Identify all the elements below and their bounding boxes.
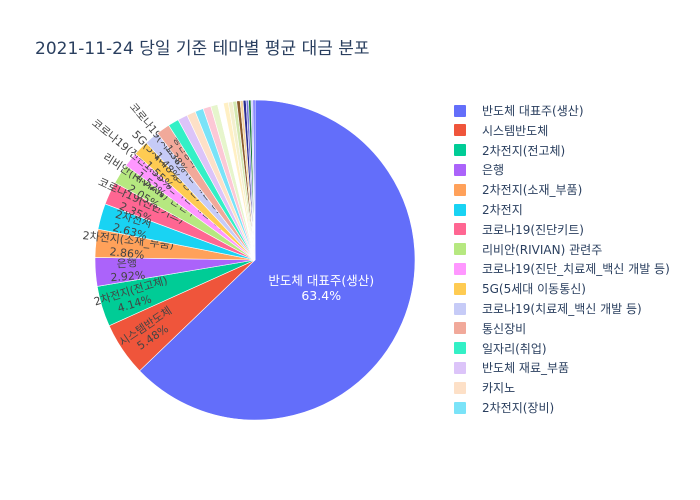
legend-swatch: [454, 381, 466, 394]
legend-item[interactable]: 반도체 장비: [448, 417, 541, 418]
legend-item[interactable]: 2차전지(장비): [448, 397, 554, 418]
legend-item[interactable]: 코로나19(진단_치료제_백신 개발 등): [448, 258, 670, 279]
legend-item[interactable]: 시스템반도체: [448, 120, 548, 141]
legend-swatch: [454, 183, 466, 196]
legend-label: 은행: [482, 163, 505, 178]
legend-item[interactable]: 코로나19(치료제_백신 개발 등): [448, 298, 642, 319]
legend-swatch: [454, 144, 466, 157]
legend-label: 리비안(RIVIAN) 관련주: [482, 242, 603, 257]
legend-label: 시스템반도체: [482, 123, 549, 138]
legend-swatch: [454, 361, 466, 374]
legend-label: 2차전지: [482, 203, 523, 217]
legend-item[interactable]: 카지노: [448, 377, 515, 398]
legend-item[interactable]: 반도체 대표주(생산): [448, 100, 584, 121]
legend-label: 코로나19(진단키트): [482, 222, 584, 237]
legend-swatch: [454, 262, 466, 275]
legend-item[interactable]: 일자리(취업): [448, 338, 547, 359]
legend-item[interactable]: 2차전지(전고체): [448, 140, 565, 161]
legend-label: 카지노: [482, 381, 516, 396]
legend-swatch: [454, 342, 466, 355]
legend-item[interactable]: 2차전지(소재_부품): [448, 179, 582, 200]
legend-label: 5G(5세대 이동통신): [482, 282, 586, 297]
pie-slice[interactable]: [252, 99, 256, 261]
legend-item[interactable]: 은행: [448, 159, 504, 180]
slice-label: 반도체 대표주(생산) 63.4%: [268, 273, 374, 303]
slice-label: 은행2.92%: [109, 256, 146, 285]
legend-label: 코로나19(진단_치료제_백신 개발 등): [482, 262, 670, 277]
legend-item[interactable]: 통신장비: [448, 318, 526, 339]
legend-swatch: [454, 223, 466, 236]
chart-title: 2021-11-24 당일 기준 테마별 평균 대금 분포: [35, 39, 370, 59]
pie-slice[interactable]: [139, 99, 416, 421]
legend-item[interactable]: 리비안(RIVIAN) 관련주: [448, 239, 602, 260]
legend-swatch: [454, 104, 466, 117]
legend-swatch: [454, 302, 466, 315]
legend-label: 반도체 대표주(생산): [482, 104, 584, 118]
legend-label: 일자리(취업): [482, 341, 547, 356]
legend-swatch: [454, 243, 466, 256]
legend-label: 통신장비: [482, 321, 527, 336]
legend-item[interactable]: 코로나19(진단키트): [448, 219, 584, 240]
legend-item[interactable]: 2차전지: [448, 199, 523, 220]
legend-label: 반도체 재료_부품: [482, 361, 570, 376]
legend-swatch: [454, 282, 466, 295]
legend-label: 2차전지(소재_부품): [482, 183, 583, 198]
legend-label: 2차전지(전고체): [482, 143, 566, 158]
legend-swatch: [454, 124, 466, 137]
legend-swatch: [454, 322, 466, 335]
legend-item[interactable]: 5G(5세대 이동통신): [448, 278, 586, 299]
legend-swatch: [454, 401, 466, 414]
legend-label: 2차전지(장비): [482, 401, 555, 415]
legend: 반도체 대표주(생산) 시스템반도체 2차전지(전고체) 은행 2차전지(소재_부품) 2…: [448, 100, 700, 418]
legend-swatch: [454, 203, 466, 216]
legend-swatch: [454, 163, 466, 176]
legend-label: 코로나19(치료제_백신 개발 등): [482, 302, 642, 316]
legend-item[interactable]: 반도체 재료_부품: [448, 357, 569, 378]
